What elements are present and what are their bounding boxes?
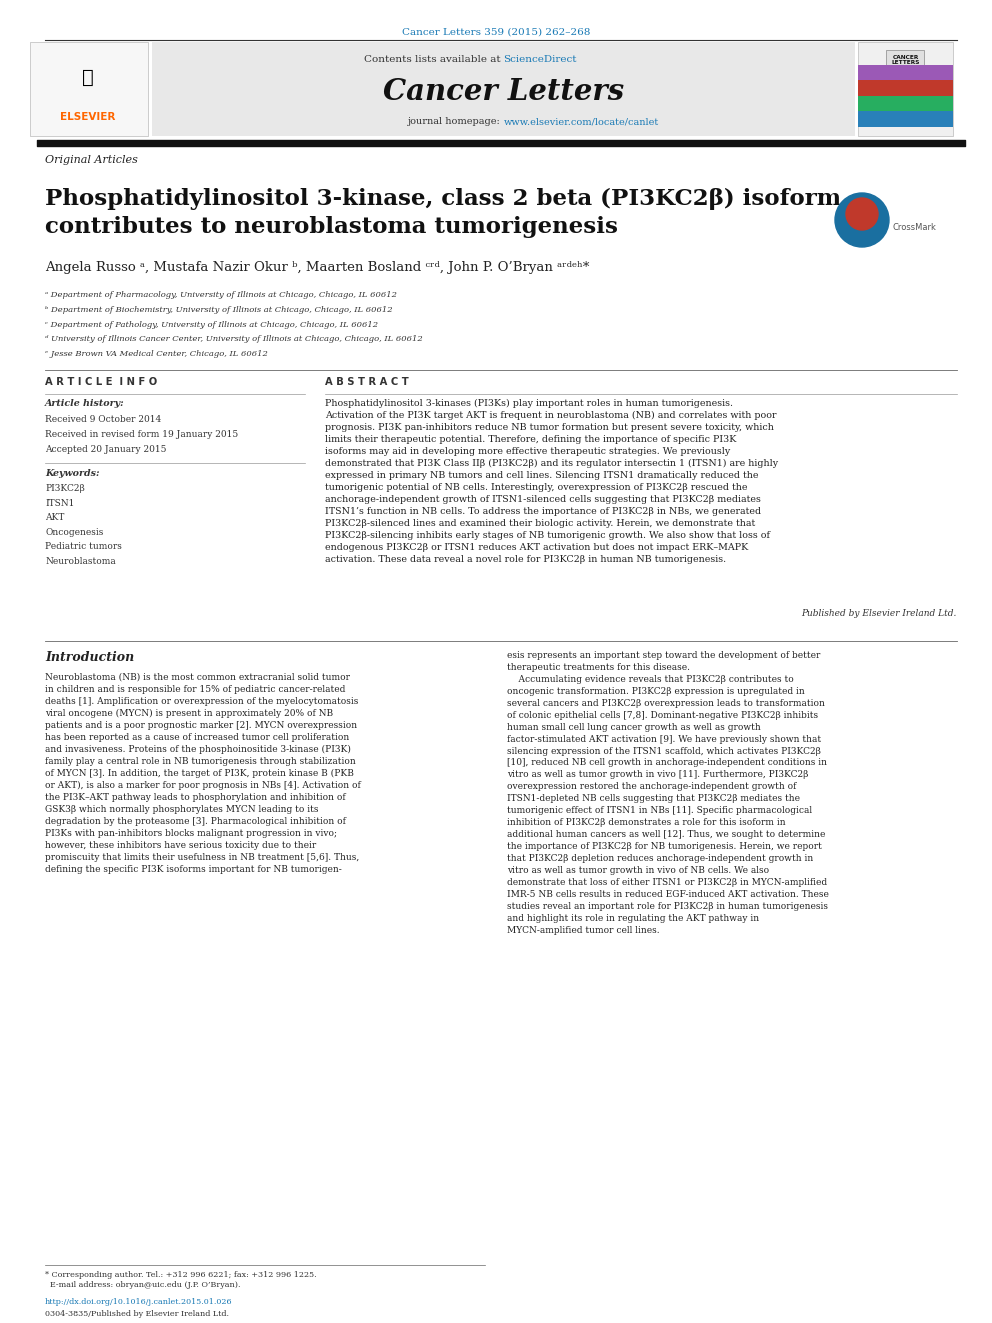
Text: Published by Elsevier Ireland Ltd.: Published by Elsevier Ireland Ltd. [802,609,957,618]
Bar [858,79,953,95]
Text: CANCER
LETTERS: CANCER LETTERS [892,54,920,65]
Text: ᵃ Department of Pharmacology, University of Illinois at Chicago, Chicago, IL 606: ᵃ Department of Pharmacology, University… [45,291,397,299]
Text: ᶜ Department of Pathology, University of Illinois at Chicago, Chicago, IL 60612: ᶜ Department of Pathology, University of… [45,320,378,328]
Text: Angela Russo ᵃ, Mustafa Nazir Okur ᵇ, Maarten Bosland ᶜʳᵈ, John P. O’Bryan ᵃʳᵈᵉʰ: Angela Russo ᵃ, Mustafa Nazir Okur ᵇ, Ma… [45,261,589,274]
Text: AKT: AKT [45,513,64,523]
Text: ScienceDirect: ScienceDirect [504,54,577,64]
Text: Pediatric tumors: Pediatric tumors [45,542,122,552]
Text: ᵇ Department of Biochemistry, University of Illinois at Chicago, Chicago, IL 606: ᵇ Department of Biochemistry, University… [45,306,393,314]
Text: www.elsevier.com/locate/canlet: www.elsevier.com/locate/canlet [504,118,659,127]
Text: Cancer Letters: Cancer Letters [383,78,624,106]
Text: Oncogenesis: Oncogenesis [45,528,103,537]
Bar [886,50,924,71]
Text: 🌲: 🌲 [82,67,94,86]
Text: * Corresponding author. Tel.: +312 996 6221; fax: +312 996 1225.
  E-mail addres: * Corresponding author. Tel.: +312 996 6… [45,1271,316,1290]
Text: ᵉ Jesse Brown VA Medical Center, Chicago, IL 60612: ᵉ Jesse Brown VA Medical Center, Chicago… [45,351,268,359]
Text: PI3KC2β: PI3KC2β [45,484,84,493]
Text: Keywords:: Keywords: [45,470,99,479]
Text: ITSN1: ITSN1 [45,499,74,508]
Circle shape [846,198,878,230]
Bar [858,95,953,111]
Text: Neuroblastoma (NB) is the most common extracranial solid tumor in children and i: Neuroblastoma (NB) is the most common ex… [45,673,361,873]
Text: Original Articles: Original Articles [45,155,138,165]
Text: CrossMark: CrossMark [892,224,935,233]
Bar [858,111,953,127]
Text: Received in revised form 19 January 2015: Received in revised form 19 January 2015 [45,430,238,439]
Text: esis represents an important step toward the development of better therapeutic t: esis represents an important step toward… [507,651,829,934]
Bar [858,42,953,136]
Bar [30,42,148,136]
Text: Contents lists available at: Contents lists available at [364,54,504,64]
Text: Phosphatidylinositol 3-kinases (PI3Ks) play important roles in human tumorigenes: Phosphatidylinositol 3-kinases (PI3Ks) p… [325,400,778,564]
Text: Phosphatidylinositol 3-kinase, class 2 beta (PI3KC2β) isoform
contributes to neu: Phosphatidylinositol 3-kinase, class 2 b… [45,188,841,238]
Text: journal homepage:: journal homepage: [408,118,504,127]
Text: http://dx.doi.org/10.1016/j.canlet.2015.01.026: http://dx.doi.org/10.1016/j.canlet.2015.… [45,1298,233,1306]
Text: A B S T R A C T: A B S T R A C T [325,377,409,388]
Text: Introduction: Introduction [45,651,134,664]
Text: Neuroblastoma: Neuroblastoma [45,557,116,566]
Text: A R T I C L E  I N F O: A R T I C L E I N F O [45,377,158,388]
Text: Cancer Letters 359 (2015) 262–268: Cancer Letters 359 (2015) 262–268 [402,28,590,37]
Bar [858,65,953,79]
Text: ᵈ University of Illinois Cancer Center, University of Illinois at Chicago, Chica: ᵈ University of Illinois Cancer Center, … [45,336,423,344]
Text: ELSEVIER: ELSEVIER [61,112,116,122]
Text: Received 9 October 2014: Received 9 October 2014 [45,415,162,423]
Bar [152,42,855,136]
Text: Accepted 20 January 2015: Accepted 20 January 2015 [45,445,167,454]
Circle shape [835,193,889,247]
Text: Article history:: Article history: [45,400,125,407]
Text: 0304-3835/Published by Elsevier Ireland Ltd.: 0304-3835/Published by Elsevier Ireland … [45,1310,229,1318]
